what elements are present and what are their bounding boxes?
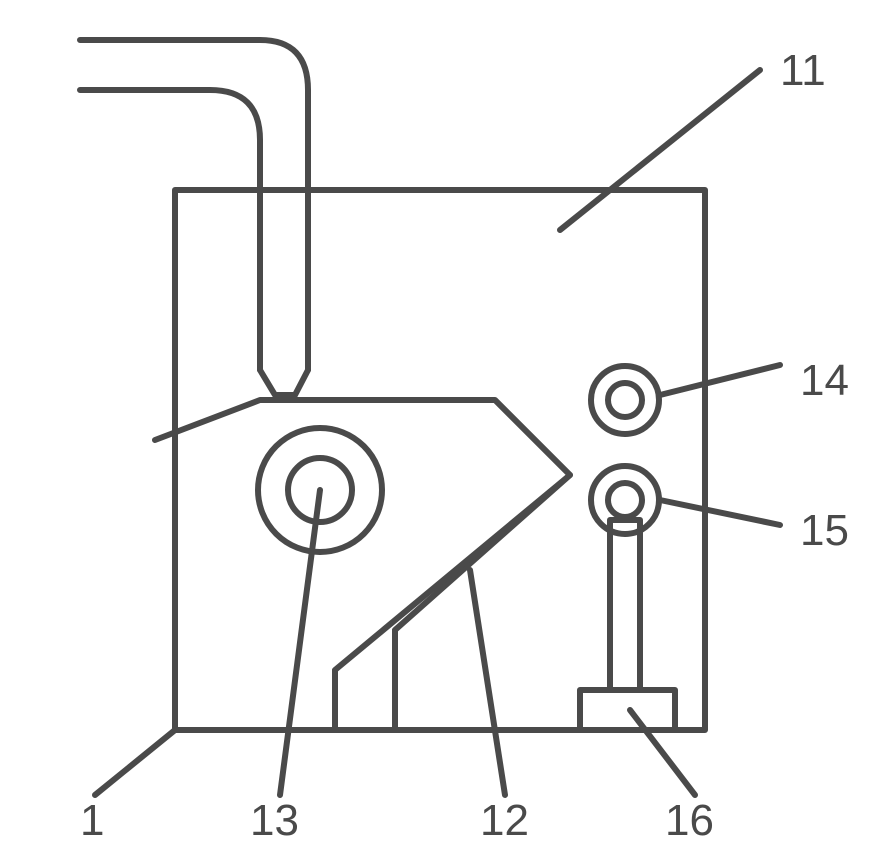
label-15: 15	[800, 506, 849, 555]
label-12: 12	[480, 796, 529, 845]
label-16: 16	[665, 796, 714, 845]
background	[0, 0, 889, 855]
label-11: 11	[780, 46, 826, 95]
label-1: 1	[80, 796, 104, 845]
label-14: 14	[800, 356, 849, 405]
label-13: 13	[250, 796, 299, 845]
